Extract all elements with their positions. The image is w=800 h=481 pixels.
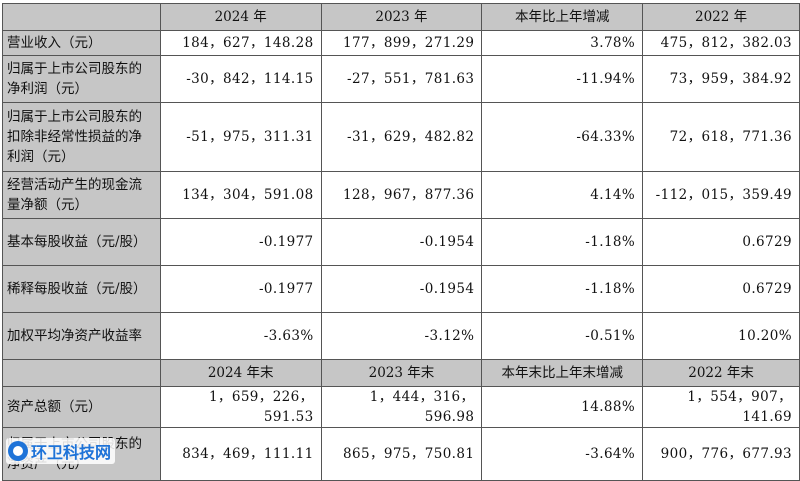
table-row: 加权平均净资产收益率 -3.63% -3.12% -0.51% 10.20% — [2, 312, 800, 360]
value-cell: 475，812，382.03 — [642, 30, 800, 56]
value-cell: -0.1977 — [159, 265, 322, 313]
row-label: 归属于上市公司股东的扣除非经常性损益的净利润（元） — [2, 102, 161, 172]
value-cell: 834，469，111.11 — [159, 427, 322, 481]
table-row: 归属于上市公司股东的扣除非经常性损益的净利润（元） -51，975，311.31… — [2, 102, 800, 172]
value-cell: 865，975，750.81 — [320, 427, 483, 481]
table-row: 归属于上市公司股东的净资产（元） 834，469，111.11 865，975，… — [2, 427, 800, 481]
header-cell: 2022 年末 — [642, 359, 800, 387]
row-label: 资产总额（元） — [2, 386, 161, 428]
header-cell: 2024 年 — [159, 3, 322, 31]
header-cell: 本年末比上年末增减 — [481, 359, 644, 387]
value-cell: -3.63% — [159, 312, 322, 360]
value-cell: 1，444，316，596.98 — [320, 386, 483, 428]
table-row: 归属于上市公司股东的净利润（元） -30，842，114.15 -27，551，… — [2, 55, 800, 103]
value-cell: -112，015，359.49 — [642, 171, 800, 219]
table-header-row: 2024 年末 2023 年末 本年末比上年末增减 2022 年末 — [2, 359, 800, 387]
value-cell: 184，627，148.28 — [159, 30, 322, 56]
value-cell: 0.6729 — [642, 265, 800, 313]
table-row: 营业收入（元） 184，627，148.28 177，899，271.29 3.… — [2, 30, 800, 56]
value-cell: -3.12% — [320, 312, 483, 360]
header-cell: 2023 年 — [320, 3, 483, 31]
value-cell: -0.1954 — [320, 265, 483, 313]
value-cell: 177，899，271.29 — [320, 30, 483, 56]
value-cell: -0.51% — [481, 312, 644, 360]
watermark-logo-icon — [8, 441, 28, 461]
value-cell: 0.6729 — [642, 218, 800, 266]
value-cell: 3.78% — [481, 30, 644, 56]
financial-summary-table: 2024 年 2023 年 本年比上年增减 2022 年 营业收入（元） 184… — [2, 3, 800, 481]
table-header-row: 2024 年 2023 年 本年比上年增减 2022 年 — [2, 3, 800, 31]
value-cell: 134，304，591.08 — [159, 171, 322, 219]
value-cell: -64.33% — [481, 102, 644, 172]
row-label: 稀释每股收益（元/股） — [2, 265, 161, 313]
value-cell: -30，842，114.15 — [159, 55, 322, 103]
value-cell: 14.88% — [481, 386, 644, 428]
value-cell: 4.14% — [481, 171, 644, 219]
value-cell: 73，959，384.92 — [642, 55, 800, 103]
value-cell: -31，629，482.82 — [320, 102, 483, 172]
table-row: 基本每股收益（元/股） -0.1977 -0.1954 -1.18% 0.672… — [2, 218, 800, 266]
row-label: 经营活动产生的现金流量净额（元） — [2, 171, 161, 219]
row-label: 归属于上市公司股东的净利润（元） — [2, 55, 161, 103]
value-cell: -0.1977 — [159, 218, 322, 266]
value-cell: -0.1954 — [320, 218, 483, 266]
table-row: 资产总额（元） 1，659，226，591.53 1，444，316，596.9… — [2, 386, 800, 428]
header-cell: 本年比上年增减 — [481, 3, 644, 31]
value-cell: -51，975，311.31 — [159, 102, 322, 172]
header-cell — [2, 359, 161, 387]
value-cell: 900，776，677.93 — [642, 427, 800, 481]
value-cell: -1.18% — [481, 218, 644, 266]
value-cell: 10.20% — [642, 312, 800, 360]
watermark-text: 环卫科技网 — [31, 443, 112, 462]
value-cell: 1，554，907，141.69 — [642, 386, 800, 428]
header-cell: 2022 年 — [642, 3, 800, 31]
row-label: 营业收入（元） — [2, 30, 161, 56]
header-cell: 2024 年末 — [159, 359, 322, 387]
row-label: 基本每股收益（元/股） — [2, 218, 161, 266]
value-cell: -27，551，781.63 — [320, 55, 483, 103]
value-cell: 1，659，226，591.53 — [159, 386, 322, 428]
table-row: 经营活动产生的现金流量净额（元） 134，304，591.08 128，967，… — [2, 171, 800, 219]
row-label: 加权平均净资产收益率 — [2, 312, 161, 360]
table-row: 稀释每股收益（元/股） -0.1977 -0.1954 -1.18% 0.672… — [2, 265, 800, 313]
value-cell: -1.18% — [481, 265, 644, 313]
value-cell: 128，967，877.36 — [320, 171, 483, 219]
header-cell: 2023 年末 — [320, 359, 483, 387]
value-cell: 72，618，771.36 — [642, 102, 800, 172]
value-cell: -3.64% — [481, 427, 644, 481]
value-cell: -11.94% — [481, 55, 644, 103]
header-cell — [2, 3, 161, 31]
watermark: 环卫科技网 — [6, 438, 116, 464]
